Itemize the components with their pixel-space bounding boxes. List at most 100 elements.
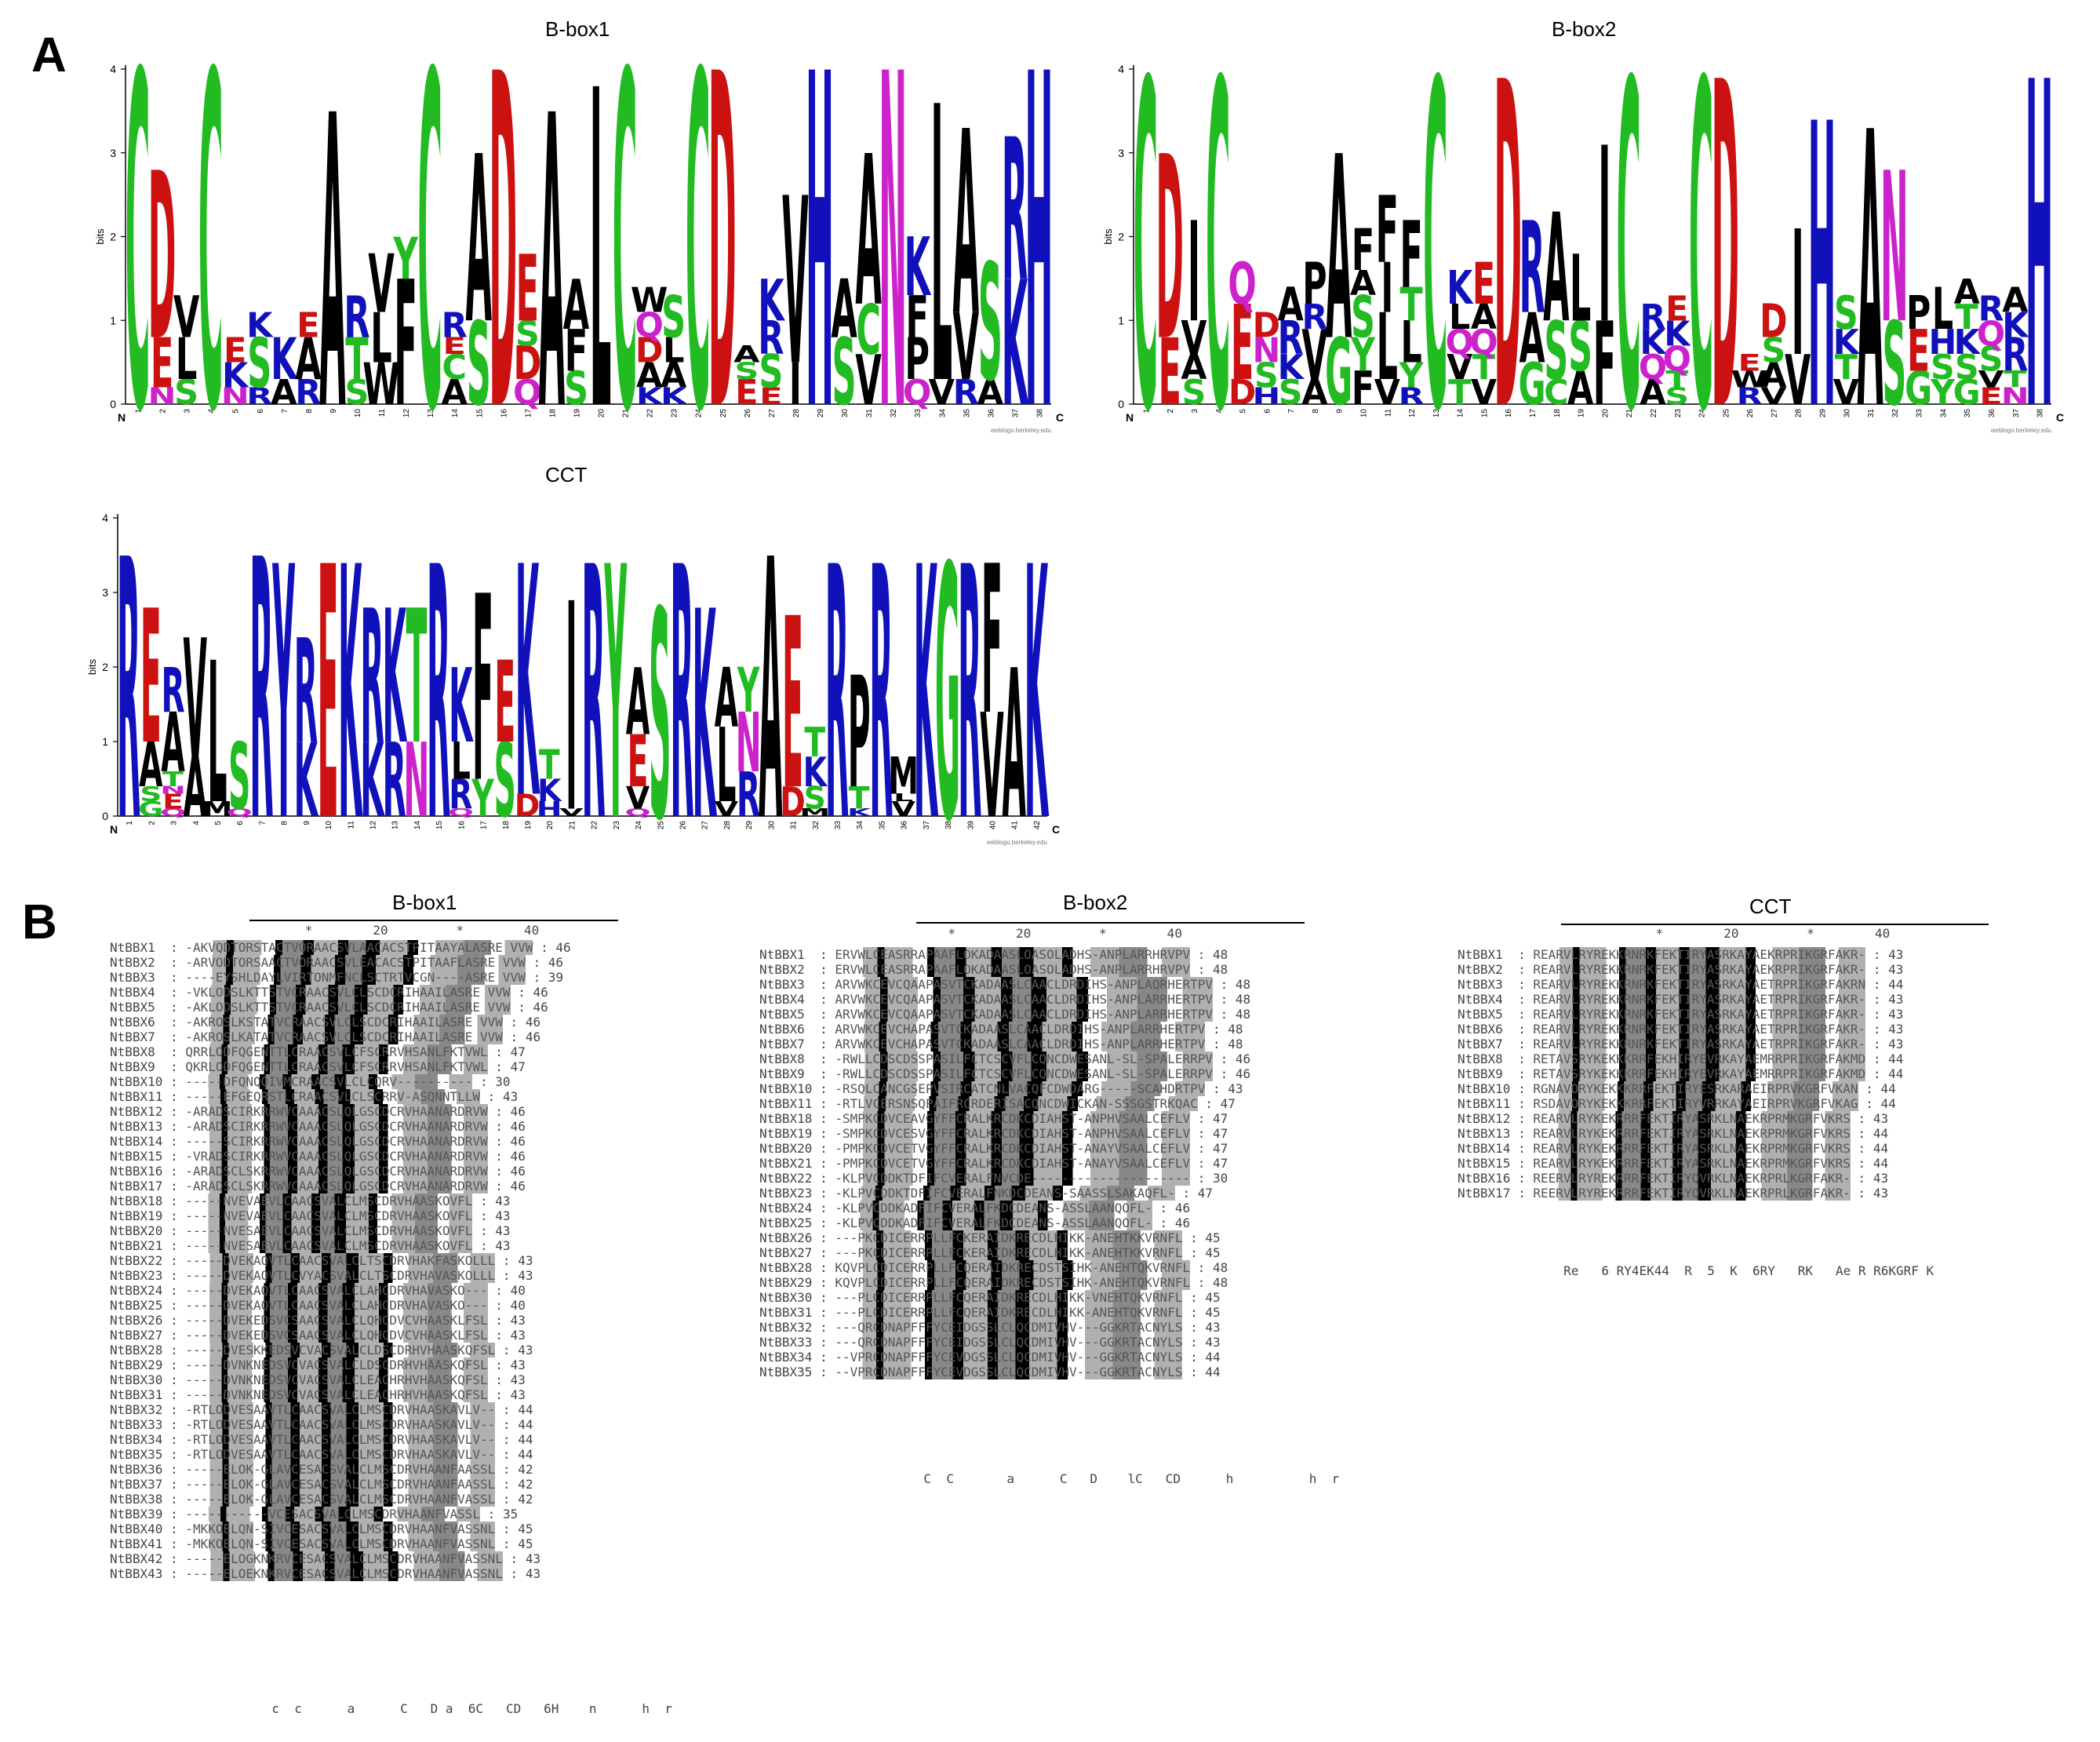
logo-position-number: 24 — [1698, 409, 1707, 418]
separator: : — [1865, 977, 1889, 992]
sequence-length: 43 — [1888, 992, 1904, 1007]
logo-letter-R: R — [1301, 297, 1327, 337]
sequence-length: 46 — [510, 1134, 526, 1149]
sequence-name: NtBBX15 — [110, 1149, 163, 1164]
sequence-name: NtBBX25 — [759, 1215, 813, 1230]
logo-letter-L: L — [1449, 297, 1470, 337]
logo-position-number: 13 — [1432, 409, 1441, 418]
alignment-row: NtBBX15 : -VRADSCIRKRRWVCAAACSLQLGSCDCRV… — [110, 1149, 571, 1164]
logo-position-number: 42 — [1033, 821, 1042, 830]
logo-letter-T: T — [1835, 348, 1858, 388]
alignment-row: NtBBX33 : -RTLODVESAAVTLCAACSVALCLMSCDRV… — [110, 1417, 571, 1432]
logo-letter-K: K — [2002, 306, 2029, 346]
logo-position-number: 26 — [744, 409, 752, 418]
separator: : — [162, 1298, 186, 1313]
logo-letter-R: R — [295, 374, 321, 413]
sequence-name: NtBBX4 — [110, 985, 163, 1000]
logo-letter-T: T — [1472, 348, 1496, 388]
logo-letter-R: R — [1737, 383, 1763, 410]
logo-letter-Y: Y — [393, 226, 419, 293]
logo-letter-G: G — [1325, 319, 1352, 426]
separator: : — [1182, 1230, 1206, 1245]
sequence-length: 40 — [510, 1283, 526, 1298]
sequence-residues: ---QRCDNAPFFFYCEIDGSSLCLQCDMIVHV---GGKRT… — [835, 1335, 1183, 1350]
alignment-row: NtBBX24 : -KLPVCDDKADFIFCVERALFKDCDEANS-… — [759, 1201, 1250, 1215]
sequence-residues: -----ELOK-GLAVCESACSVALCLMSCDRVHAANFAASS… — [185, 1462, 496, 1477]
logo-letter-K: K — [692, 552, 717, 885]
alignment-row: NtBBX20 : -----NVESAEVLCAACSVALCLMSCDRVH… — [110, 1223, 571, 1238]
sequence-residues: -SMPKCDVCESVGYFFCRALKRCDKCDIAHST-ANPHVSA… — [835, 1126, 1191, 1141]
sequence-residues: REARVLRYREKKRNRKFEKTIRYASRKAYAETRPRIKGRF… — [1533, 992, 1866, 1007]
panel-label-a: A — [31, 28, 67, 82]
sequence-name: NtBBX13 — [110, 1119, 163, 1134]
logo-c-terminus-label: C — [1056, 411, 1064, 424]
sequence-length: 44 — [518, 1417, 533, 1432]
sequence-name: NtBBX39 — [110, 1507, 163, 1522]
logo-letter-F: F — [905, 285, 928, 352]
alignment-row: NtBBX27 : ---PKCDICERRPLLFCKERAIDKRECDLH… — [759, 1245, 1250, 1260]
separator: : — [812, 962, 835, 977]
sequence-length: 43 — [1228, 1081, 1243, 1096]
logo-letter-E: E — [759, 383, 782, 410]
logo-position-number: 4 — [192, 821, 201, 825]
separator: : — [162, 1432, 186, 1447]
sequence-residues: ---QRCDNAPFFFYCEIDGSSLCLQCDMIVHV---GGKRT… — [835, 1320, 1183, 1335]
logo-letter-A: A — [661, 356, 687, 395]
logo-letter-A: A — [1640, 374, 1666, 414]
logo-y-label: bits — [1102, 228, 1114, 245]
logo-letter-I: I — [789, 352, 802, 418]
sequence-name: NtBBX24 — [759, 1201, 813, 1215]
logo-position-number: 5 — [232, 409, 241, 414]
separator: : — [487, 1313, 511, 1328]
separator: : — [1212, 992, 1236, 1007]
separator: : — [162, 955, 186, 970]
separator: : — [480, 1089, 503, 1104]
logo-letter-Q: Q — [1663, 340, 1691, 380]
logo-letter-K: K — [1640, 323, 1667, 363]
separator: : — [162, 1194, 186, 1208]
logo-position-number: 5 — [1239, 409, 1248, 414]
logo-position-number: 29 — [1819, 409, 1828, 418]
alignment-row: NtBBX34 : --VPRCDNAPFFFYCEVDGSSLCLQCDMIV… — [759, 1350, 1250, 1365]
sequence-length: 43 — [1888, 962, 1904, 977]
logo-letter-A: A — [626, 649, 650, 756]
sequence-length: 43 — [495, 1194, 511, 1208]
logo-y-tick-label: 3 — [1118, 147, 1124, 159]
logo-position-number: 20 — [1601, 409, 1610, 418]
separator: : — [162, 1492, 186, 1507]
sequence-name: NtBBX17 — [1458, 1186, 1511, 1201]
logo-position-number: 30 — [841, 409, 850, 418]
sequence-name: NtBBX40 — [110, 1522, 163, 1536]
sequence-length: 48 — [1213, 947, 1228, 962]
sequence-name: NtBBX2 — [759, 962, 813, 977]
sequence-length: 43 — [510, 1372, 526, 1387]
sequence-length: 43 — [495, 1238, 511, 1253]
logo-letter-M: M — [799, 807, 830, 818]
logo-letter-K: K — [1833, 323, 1861, 363]
sequence-residues: -MKKOELQN-SIVCESACSVALCLMSCDRVHAANFVASSN… — [185, 1522, 496, 1536]
logo-letter-Q: Q — [903, 374, 932, 413]
separator: : — [495, 1253, 519, 1268]
alignment-row: NtBBX21 : -----NVESAEVLCAACSVALCLMSCDRVH… — [110, 1238, 571, 1253]
separator: : — [1190, 947, 1213, 962]
logo-letter-D: D — [148, 126, 177, 392]
logo-y-tick-label: 2 — [102, 661, 108, 673]
logo-letter-S: S — [1568, 308, 1592, 388]
sequence-name: NtBBX18 — [759, 1111, 813, 1126]
separator: : — [162, 1000, 186, 1015]
sequence-length: 42 — [518, 1462, 533, 1477]
logo-letter-S: S — [1955, 348, 1979, 388]
logo-position-number: 33 — [914, 409, 923, 418]
logo-letter-H: H — [806, 0, 834, 512]
sequence-name: NtBBX30 — [759, 1290, 813, 1305]
logo-letter-N: N — [403, 721, 429, 840]
logo-letter-C: C — [198, 0, 224, 512]
sequence-length: 48 — [1235, 992, 1251, 1007]
logo-letter-C: C — [417, 0, 442, 512]
separator: : — [812, 1245, 835, 1260]
logo-n-terminus-label: N — [110, 823, 118, 836]
logo-letter-C: C — [126, 0, 151, 512]
logo-letter-S: S — [804, 782, 826, 817]
separator: : — [495, 1432, 519, 1447]
sequence-length: 44 — [1888, 1066, 1904, 1081]
